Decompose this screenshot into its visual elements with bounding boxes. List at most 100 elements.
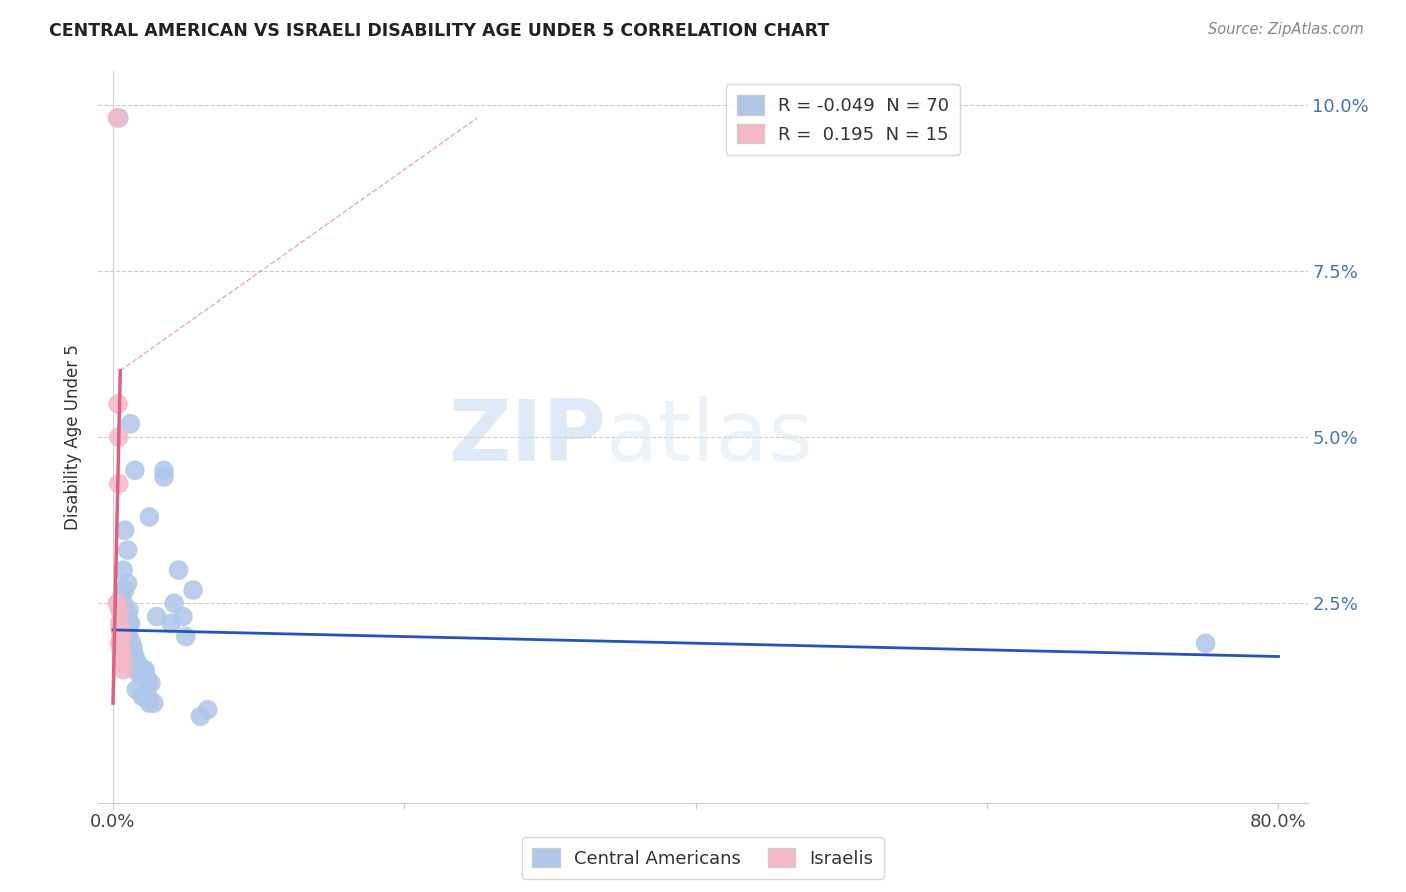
Point: [114, 523, 136, 537]
Point: [107, 397, 129, 411]
Legend: Central Americans, Israelis: Central Americans, Israelis: [522, 837, 884, 879]
Point: [129, 669, 152, 683]
Y-axis label: Disability Age Under 5: Disability Age Under 5: [65, 344, 83, 530]
Point: [153, 463, 176, 477]
Point: [121, 656, 143, 670]
Point: [138, 509, 160, 524]
Point: [131, 690, 153, 704]
Point: [108, 430, 131, 444]
Point: [108, 616, 131, 631]
Point: [117, 609, 139, 624]
Point: [128, 663, 150, 677]
Point: [114, 630, 136, 644]
Point: [118, 603, 141, 617]
Point: [111, 656, 134, 670]
Point: [132, 663, 155, 677]
Point: [117, 616, 139, 631]
Point: [118, 636, 141, 650]
Point: [134, 663, 156, 677]
Point: [135, 669, 157, 683]
Point: [163, 596, 186, 610]
Point: [108, 111, 131, 125]
Point: [120, 649, 142, 664]
Point: [117, 576, 139, 591]
Point: [125, 682, 148, 697]
Point: [115, 616, 138, 631]
Point: [108, 596, 131, 610]
Point: [134, 690, 156, 704]
Point: [110, 636, 132, 650]
Point: [117, 643, 139, 657]
Point: [112, 630, 135, 644]
Point: [112, 663, 135, 677]
Point: [1194, 636, 1216, 650]
Point: [117, 623, 139, 637]
Point: [125, 656, 148, 670]
Point: [124, 663, 146, 677]
Point: [139, 676, 162, 690]
Point: [172, 609, 194, 624]
Point: [114, 636, 136, 650]
Point: [120, 616, 142, 631]
Point: [108, 476, 131, 491]
Text: Source: ZipAtlas.com: Source: ZipAtlas.com: [1208, 22, 1364, 37]
Point: [121, 649, 143, 664]
Point: [111, 590, 134, 604]
Point: [110, 643, 132, 657]
Point: [112, 636, 135, 650]
Point: [131, 663, 153, 677]
Point: [108, 636, 131, 650]
Point: [105, 596, 128, 610]
Point: [127, 656, 149, 670]
Point: [105, 111, 128, 125]
Point: [117, 636, 139, 650]
Point: [124, 649, 146, 664]
Point: [121, 636, 143, 650]
Point: [120, 417, 142, 431]
Point: [153, 470, 176, 484]
Point: [111, 649, 134, 664]
Point: [145, 609, 167, 624]
Text: atlas: atlas: [606, 395, 814, 479]
Legend: R = -0.049  N = 70, R =  0.195  N = 15: R = -0.049 N = 70, R = 0.195 N = 15: [725, 84, 960, 154]
Point: [114, 623, 136, 637]
Point: [142, 696, 165, 710]
Point: [136, 690, 159, 704]
Point: [124, 656, 146, 670]
Point: [114, 603, 136, 617]
Point: [110, 623, 132, 637]
Point: [138, 696, 160, 710]
Point: [121, 643, 143, 657]
Point: [167, 563, 190, 577]
Point: [120, 656, 142, 670]
Point: [115, 630, 138, 644]
Point: [112, 563, 135, 577]
Point: [129, 663, 152, 677]
Point: [117, 543, 139, 558]
Point: [112, 609, 135, 624]
Point: [115, 623, 138, 637]
Point: [136, 676, 159, 690]
Point: [160, 616, 183, 631]
Point: [122, 643, 145, 657]
Text: ZIP: ZIP: [449, 395, 606, 479]
Point: [174, 630, 197, 644]
Point: [108, 603, 131, 617]
Text: CENTRAL AMERICAN VS ISRAELI DISABILITY AGE UNDER 5 CORRELATION CHART: CENTRAL AMERICAN VS ISRAELI DISABILITY A…: [49, 22, 830, 40]
Point: [120, 643, 142, 657]
Point: [118, 616, 141, 631]
Point: [122, 656, 145, 670]
Point: [115, 643, 138, 657]
Point: [190, 709, 212, 723]
Point: [117, 649, 139, 664]
Point: [118, 630, 141, 644]
Point: [110, 596, 132, 610]
Point: [124, 463, 146, 477]
Point: [118, 643, 141, 657]
Point: [110, 630, 132, 644]
Point: [112, 596, 135, 610]
Point: [114, 582, 136, 597]
Point: [181, 582, 204, 597]
Point: [118, 649, 141, 664]
Point: [197, 703, 219, 717]
